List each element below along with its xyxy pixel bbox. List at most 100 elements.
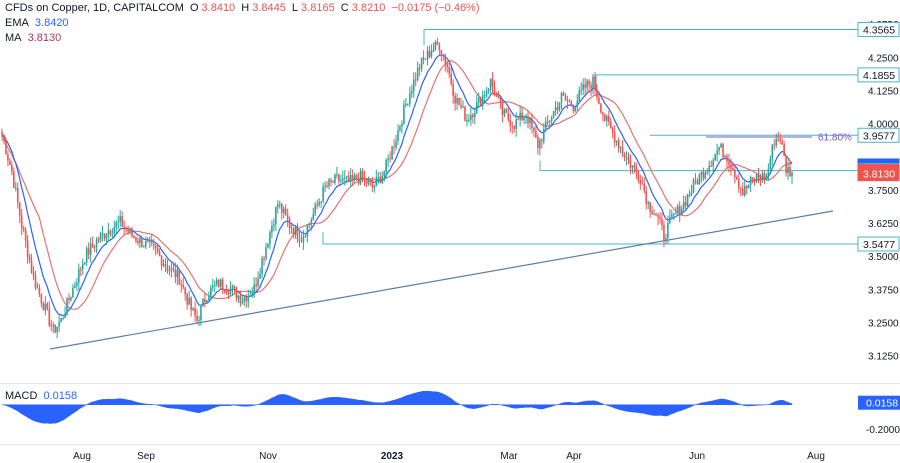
candle[interactable] (397, 124, 399, 145)
candle[interactable] (600, 102, 602, 114)
candle[interactable] (751, 177, 754, 184)
candle[interactable] (424, 58, 427, 61)
candle[interactable] (342, 170, 344, 185)
candle[interactable] (156, 243, 159, 255)
candle[interactable] (345, 175, 348, 184)
candle[interactable] (42, 301, 45, 311)
candle[interactable] (477, 92, 480, 109)
candle[interactable] (580, 82, 583, 96)
candle[interactable] (296, 223, 299, 243)
candle[interactable] (698, 173, 701, 185)
candle[interactable] (316, 199, 319, 210)
candle[interactable] (361, 168, 364, 183)
candle[interactable] (499, 97, 502, 109)
candle[interactable] (728, 153, 730, 173)
candle[interactable] (111, 227, 114, 239)
candle[interactable] (475, 94, 478, 114)
candle[interactable] (369, 179, 372, 186)
candle[interactable] (245, 294, 248, 308)
candle[interactable] (150, 233, 153, 247)
candle[interactable] (152, 239, 155, 251)
candle[interactable] (633, 162, 636, 174)
candle[interactable] (525, 113, 527, 125)
candle[interactable] (576, 94, 579, 112)
candle[interactable] (657, 212, 659, 226)
candle[interactable] (505, 107, 508, 114)
candle[interactable] (546, 114, 549, 126)
candle[interactable] (64, 306, 66, 318)
candle[interactable] (263, 255, 265, 266)
candle[interactable] (349, 167, 352, 188)
candle[interactable] (781, 138, 783, 146)
candle[interactable] (682, 195, 685, 212)
candle[interactable] (95, 237, 98, 254)
candle[interactable] (176, 264, 179, 286)
candle[interactable] (464, 106, 466, 122)
candle[interactable] (708, 160, 711, 177)
candle[interactable] (393, 139, 395, 155)
candle[interactable] (184, 286, 187, 301)
candle[interactable] (491, 72, 494, 95)
candle[interactable] (769, 155, 772, 171)
candle[interactable] (38, 284, 41, 297)
candle[interactable] (641, 176, 644, 185)
candle[interactable] (119, 210, 122, 228)
candle[interactable] (619, 145, 622, 154)
candle[interactable] (387, 154, 389, 168)
candle[interactable] (365, 178, 368, 188)
candle[interactable] (741, 182, 744, 196)
candle[interactable] (137, 237, 139, 246)
candle[interactable] (334, 173, 336, 186)
candle[interactable] (651, 205, 653, 215)
candle[interactable] (330, 177, 332, 187)
candle[interactable] (267, 242, 269, 249)
candle[interactable] (479, 96, 482, 107)
candle[interactable] (706, 168, 709, 175)
candle[interactable] (501, 100, 504, 123)
candle[interactable] (428, 45, 431, 59)
candle[interactable] (412, 72, 415, 98)
candle[interactable] (757, 167, 760, 184)
candle[interactable] (375, 169, 378, 187)
candle[interactable] (615, 140, 618, 147)
candle[interactable] (145, 236, 147, 250)
candle[interactable] (738, 173, 740, 193)
candle[interactable] (401, 120, 403, 134)
candle[interactable] (753, 177, 756, 186)
candle[interactable] (692, 177, 695, 194)
candle[interactable] (273, 218, 275, 232)
candle[interactable] (302, 230, 305, 250)
candle[interactable] (300, 234, 303, 243)
candle[interactable] (625, 151, 628, 166)
candle[interactable] (123, 220, 125, 236)
candle[interactable] (730, 158, 732, 176)
candle[interactable] (213, 280, 216, 292)
candle[interactable] (24, 226, 27, 248)
candle[interactable] (688, 190, 691, 198)
candle[interactable] (436, 37, 439, 46)
candle[interactable] (310, 217, 313, 231)
candle[interactable] (503, 108, 506, 118)
candle[interactable] (416, 61, 419, 82)
candle[interactable] (535, 124, 537, 139)
candle[interactable] (253, 277, 255, 298)
candle[interactable] (290, 224, 293, 234)
candle[interactable] (3, 134, 5, 145)
ma-legend[interactable]: MA 3.8130 (5, 32, 64, 44)
candle[interactable] (785, 155, 787, 177)
candle[interactable] (363, 170, 366, 187)
candle[interactable] (135, 236, 137, 244)
candle[interactable] (304, 234, 307, 238)
candle[interactable] (434, 40, 437, 51)
candle[interactable] (791, 171, 793, 185)
candle[interactable] (613, 124, 616, 148)
candle[interactable] (726, 153, 728, 169)
candle[interactable] (649, 201, 651, 218)
candle[interactable] (162, 259, 165, 268)
candle[interactable] (414, 72, 417, 87)
candle[interactable] (513, 125, 516, 133)
candle[interactable] (515, 112, 517, 137)
candle[interactable] (125, 226, 127, 233)
candle[interactable] (607, 110, 610, 126)
candle[interactable] (694, 173, 697, 185)
